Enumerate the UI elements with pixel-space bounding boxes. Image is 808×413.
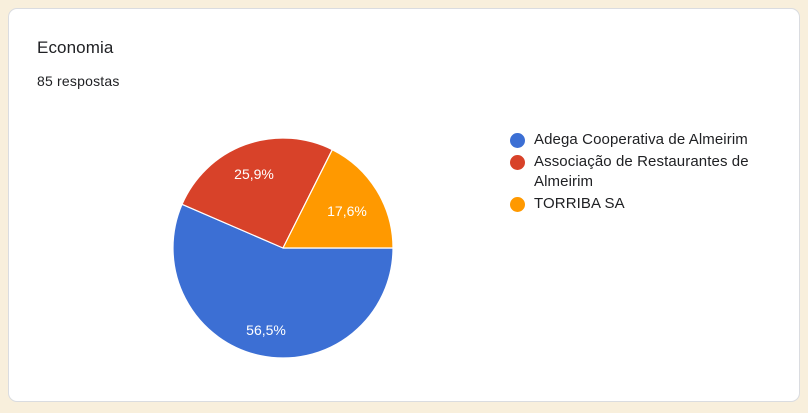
legend-color-dot-blue <box>510 133 525 148</box>
legend-label: Adega Cooperativa de Almeirim <box>534 131 748 148</box>
pie-slice-torriba[interactable] <box>282 149 394 249</box>
slice-percent-label-adega: 56,5% <box>246 322 286 338</box>
legend-label: TORRIBA SA <box>534 195 625 212</box>
legend-label: Associação de Restaurantes de Almeirim <box>534 153 749 190</box>
pie-slice-adega-cooperativa[interactable] <box>172 203 394 359</box>
pie-chart: 56,5% 25,9% 17,6% <box>171 136 395 360</box>
slice-percent-label-torriba: 17,6% <box>327 203 367 219</box>
response-count: 85 respostas <box>37 73 120 89</box>
pie-slice-associacao-restaurantes[interactable] <box>181 137 333 249</box>
legend-color-dot-orange <box>510 197 525 212</box>
slice-percent-label-associacao: 25,9% <box>234 166 274 182</box>
legend-item-torriba: TORRIBA SA <box>510 194 782 214</box>
chart-legend: Adega Cooperativa de Almeirim Associação… <box>510 130 782 216</box>
legend-item-adega-cooperativa: Adega Cooperativa de Almeirim <box>510 130 782 150</box>
pie-chart-svg: 56,5% 25,9% 17,6% <box>172 137 394 359</box>
legend-color-dot-red <box>510 155 525 170</box>
question-summary-card: Economia 85 respostas 56,5% 25,9% 17,6% … <box>8 8 800 402</box>
question-title: Economia <box>37 38 114 57</box>
legend-item-associacao-restaurantes: Associação de Restaurantes de Almeirim <box>510 152 782 192</box>
